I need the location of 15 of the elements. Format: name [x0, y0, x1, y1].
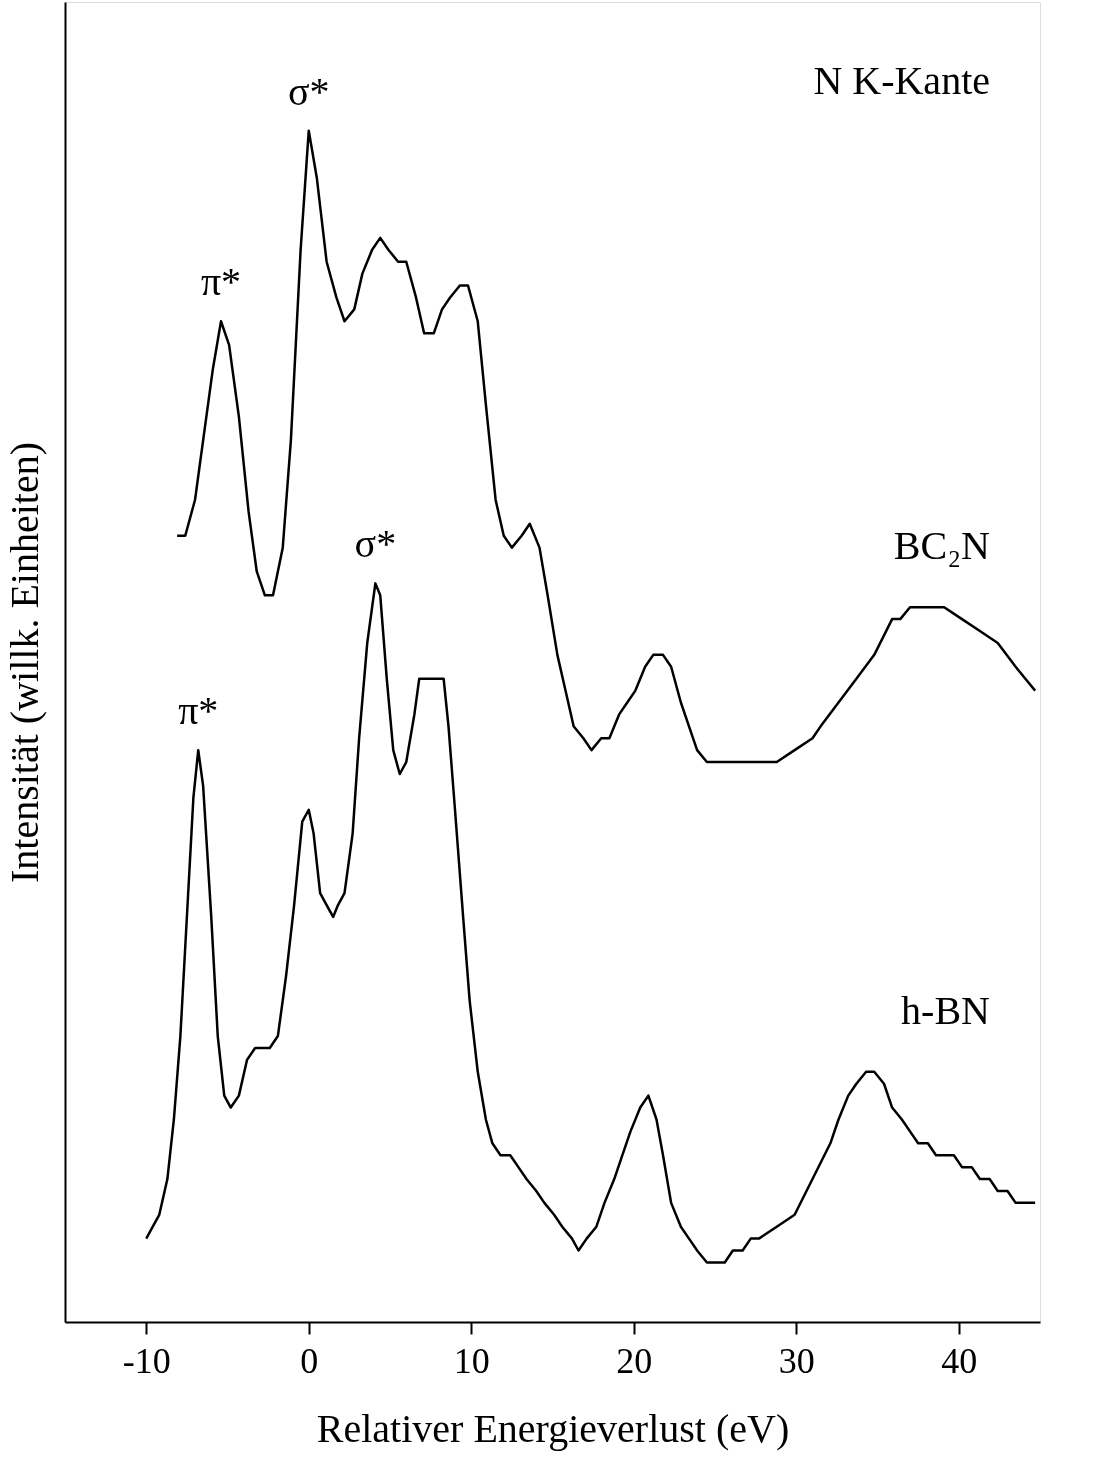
x-tick-label: -10 — [122, 1340, 171, 1381]
x-tick-label: 0 — [300, 1340, 319, 1381]
x-tick-label: 10 — [453, 1340, 490, 1381]
chart-title: N K-Kante — [813, 58, 990, 103]
x-tick-label: 40 — [941, 1340, 978, 1381]
y-axis-title: Intensität (willk. Einheiten) — [1, 442, 47, 883]
annotation: σ* — [354, 521, 397, 567]
series-label: BC₂N — [893, 523, 990, 569]
series-label: h-BN — [901, 987, 990, 1033]
x-axis-title: Relativer Energieverlust (eV) — [316, 1405, 790, 1451]
annotation: π* — [200, 259, 242, 305]
annotation: π* — [178, 688, 219, 734]
x-tick-label: 20 — [616, 1340, 653, 1381]
annotation: σ* — [287, 68, 330, 114]
x-tick-label: 30 — [778, 1340, 815, 1381]
